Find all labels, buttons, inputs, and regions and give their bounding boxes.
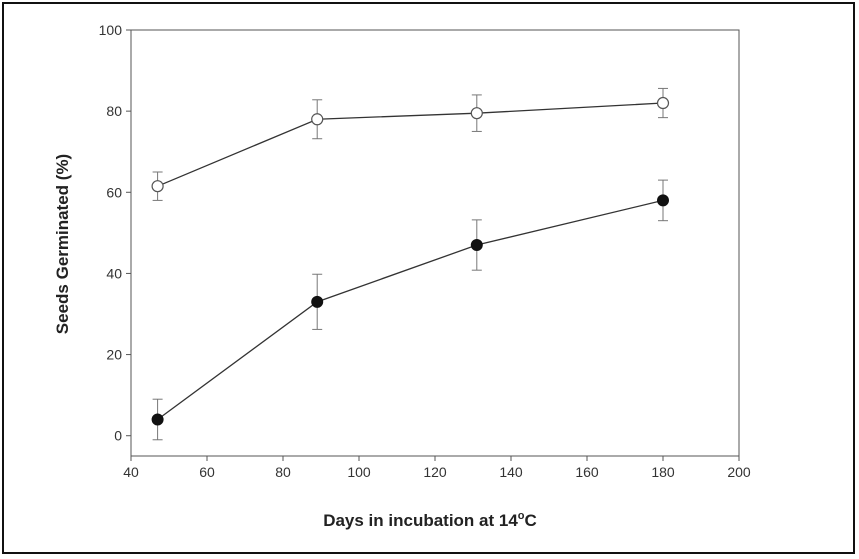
x-tick-label: 140 (499, 464, 523, 480)
series-line (157, 199, 664, 421)
data-point (311, 295, 324, 308)
x-tick-label: 80 (275, 464, 291, 480)
x-tick-label: 40 (123, 464, 139, 480)
x-tick-label: 120 (423, 464, 447, 480)
data-point (151, 180, 164, 193)
data-point (657, 194, 669, 207)
x-axis-ticks: 40 60 80 100 120 140 160 180 200 (123, 456, 751, 480)
data-point (470, 239, 483, 252)
series-2 (151, 179, 669, 441)
series-line (157, 102, 664, 187)
x-tick-label: 200 (727, 464, 751, 480)
y-axis-title: Seeds Germinated (%) (53, 154, 72, 334)
series-layer (151, 87, 670, 441)
y-tick-label: 40 (106, 265, 122, 281)
x-axis-title-degree: o (518, 510, 525, 522)
axes: 40 60 80 100 120 140 160 180 200 0 20 40 60 80 100 (99, 22, 751, 480)
data-point (470, 107, 483, 120)
x-axis-title-unit: C (525, 511, 537, 530)
y-axis-ticks: 0 20 40 60 80 100 (99, 22, 131, 444)
y-tick-label: 20 (106, 347, 122, 363)
data-point (311, 113, 324, 126)
data-point (151, 413, 164, 426)
x-axis-title: Days in incubation at 14oC (323, 510, 537, 530)
x-tick-label: 60 (199, 464, 215, 480)
plot-area (130, 29, 740, 457)
y-tick-label: 100 (99, 22, 123, 38)
y-tick-label: 80 (106, 103, 122, 119)
x-tick-label: 100 (347, 464, 371, 480)
data-point (656, 96, 670, 110)
series-1 (151, 87, 670, 201)
x-axis-title-main: Days in incubation at 14 (323, 511, 518, 530)
x-tick-label: 160 (575, 464, 599, 480)
x-tick-label: 180 (651, 464, 675, 480)
y-tick-label: 60 (106, 184, 122, 200)
y-tick-label: 0 (114, 428, 122, 444)
